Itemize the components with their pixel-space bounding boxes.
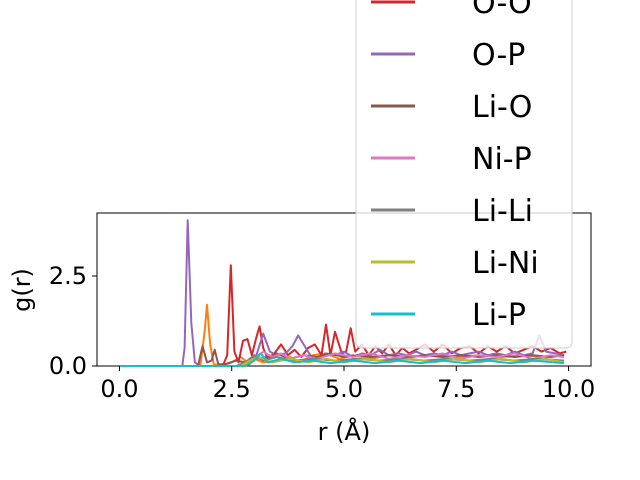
legend-item-o-o: O-O [371, 0, 532, 21]
legend-item-li-ni: Li-Ni [371, 246, 539, 281]
legend-items: O-O O-P Li-O Ni-P Li-Li Li-Ni Li-P [371, 0, 539, 333]
legend-label: Li-Li [472, 194, 533, 229]
series-line-li-p [119, 352, 565, 367]
legend-label: Li-Ni [472, 246, 539, 281]
series-line-ni-p [119, 350, 565, 367]
y-tick-label: 0.0 [49, 352, 87, 380]
legend-item-o-p: O-P [371, 38, 525, 73]
legend-item-ni-p: Ni-P [371, 142, 532, 177]
series-line-li-li [119, 354, 565, 367]
y-axis-ticks: 0.0 2.5 [49, 262, 97, 380]
series-group [119, 219, 567, 367]
legend-item-li-li: Li-Li [371, 194, 533, 229]
x-tick-label: 0.0 [100, 375, 138, 403]
x-tick-label: 10.0 [542, 375, 595, 403]
legend-label: Ni-P [472, 142, 532, 177]
x-axis-ticks: 0.0 2.5 5.0 7.5 10.0 [100, 366, 595, 403]
x-axis-label: r (Å) [318, 417, 371, 446]
x-tick-label: 7.5 [437, 375, 475, 403]
legend-label: Li-P [472, 298, 526, 333]
legend-label: O-O [472, 0, 532, 21]
y-tick-label: 2.5 [49, 262, 87, 290]
legend-box [355, 0, 573, 349]
legend-label: O-P [472, 38, 525, 73]
legend: O-O O-P Li-O Ni-P Li-Li Li-Ni Li-P [355, 0, 573, 349]
legend-item-li-o: Li-O [371, 90, 532, 125]
x-tick-label: 5.0 [325, 375, 363, 403]
series-line-li-o [119, 345, 565, 367]
legend-label: Li-O [472, 90, 532, 125]
y-axis-label: g(r) [8, 268, 36, 312]
legend-item-li-p: Li-P [371, 298, 526, 333]
x-tick-label: 2.5 [213, 375, 251, 403]
